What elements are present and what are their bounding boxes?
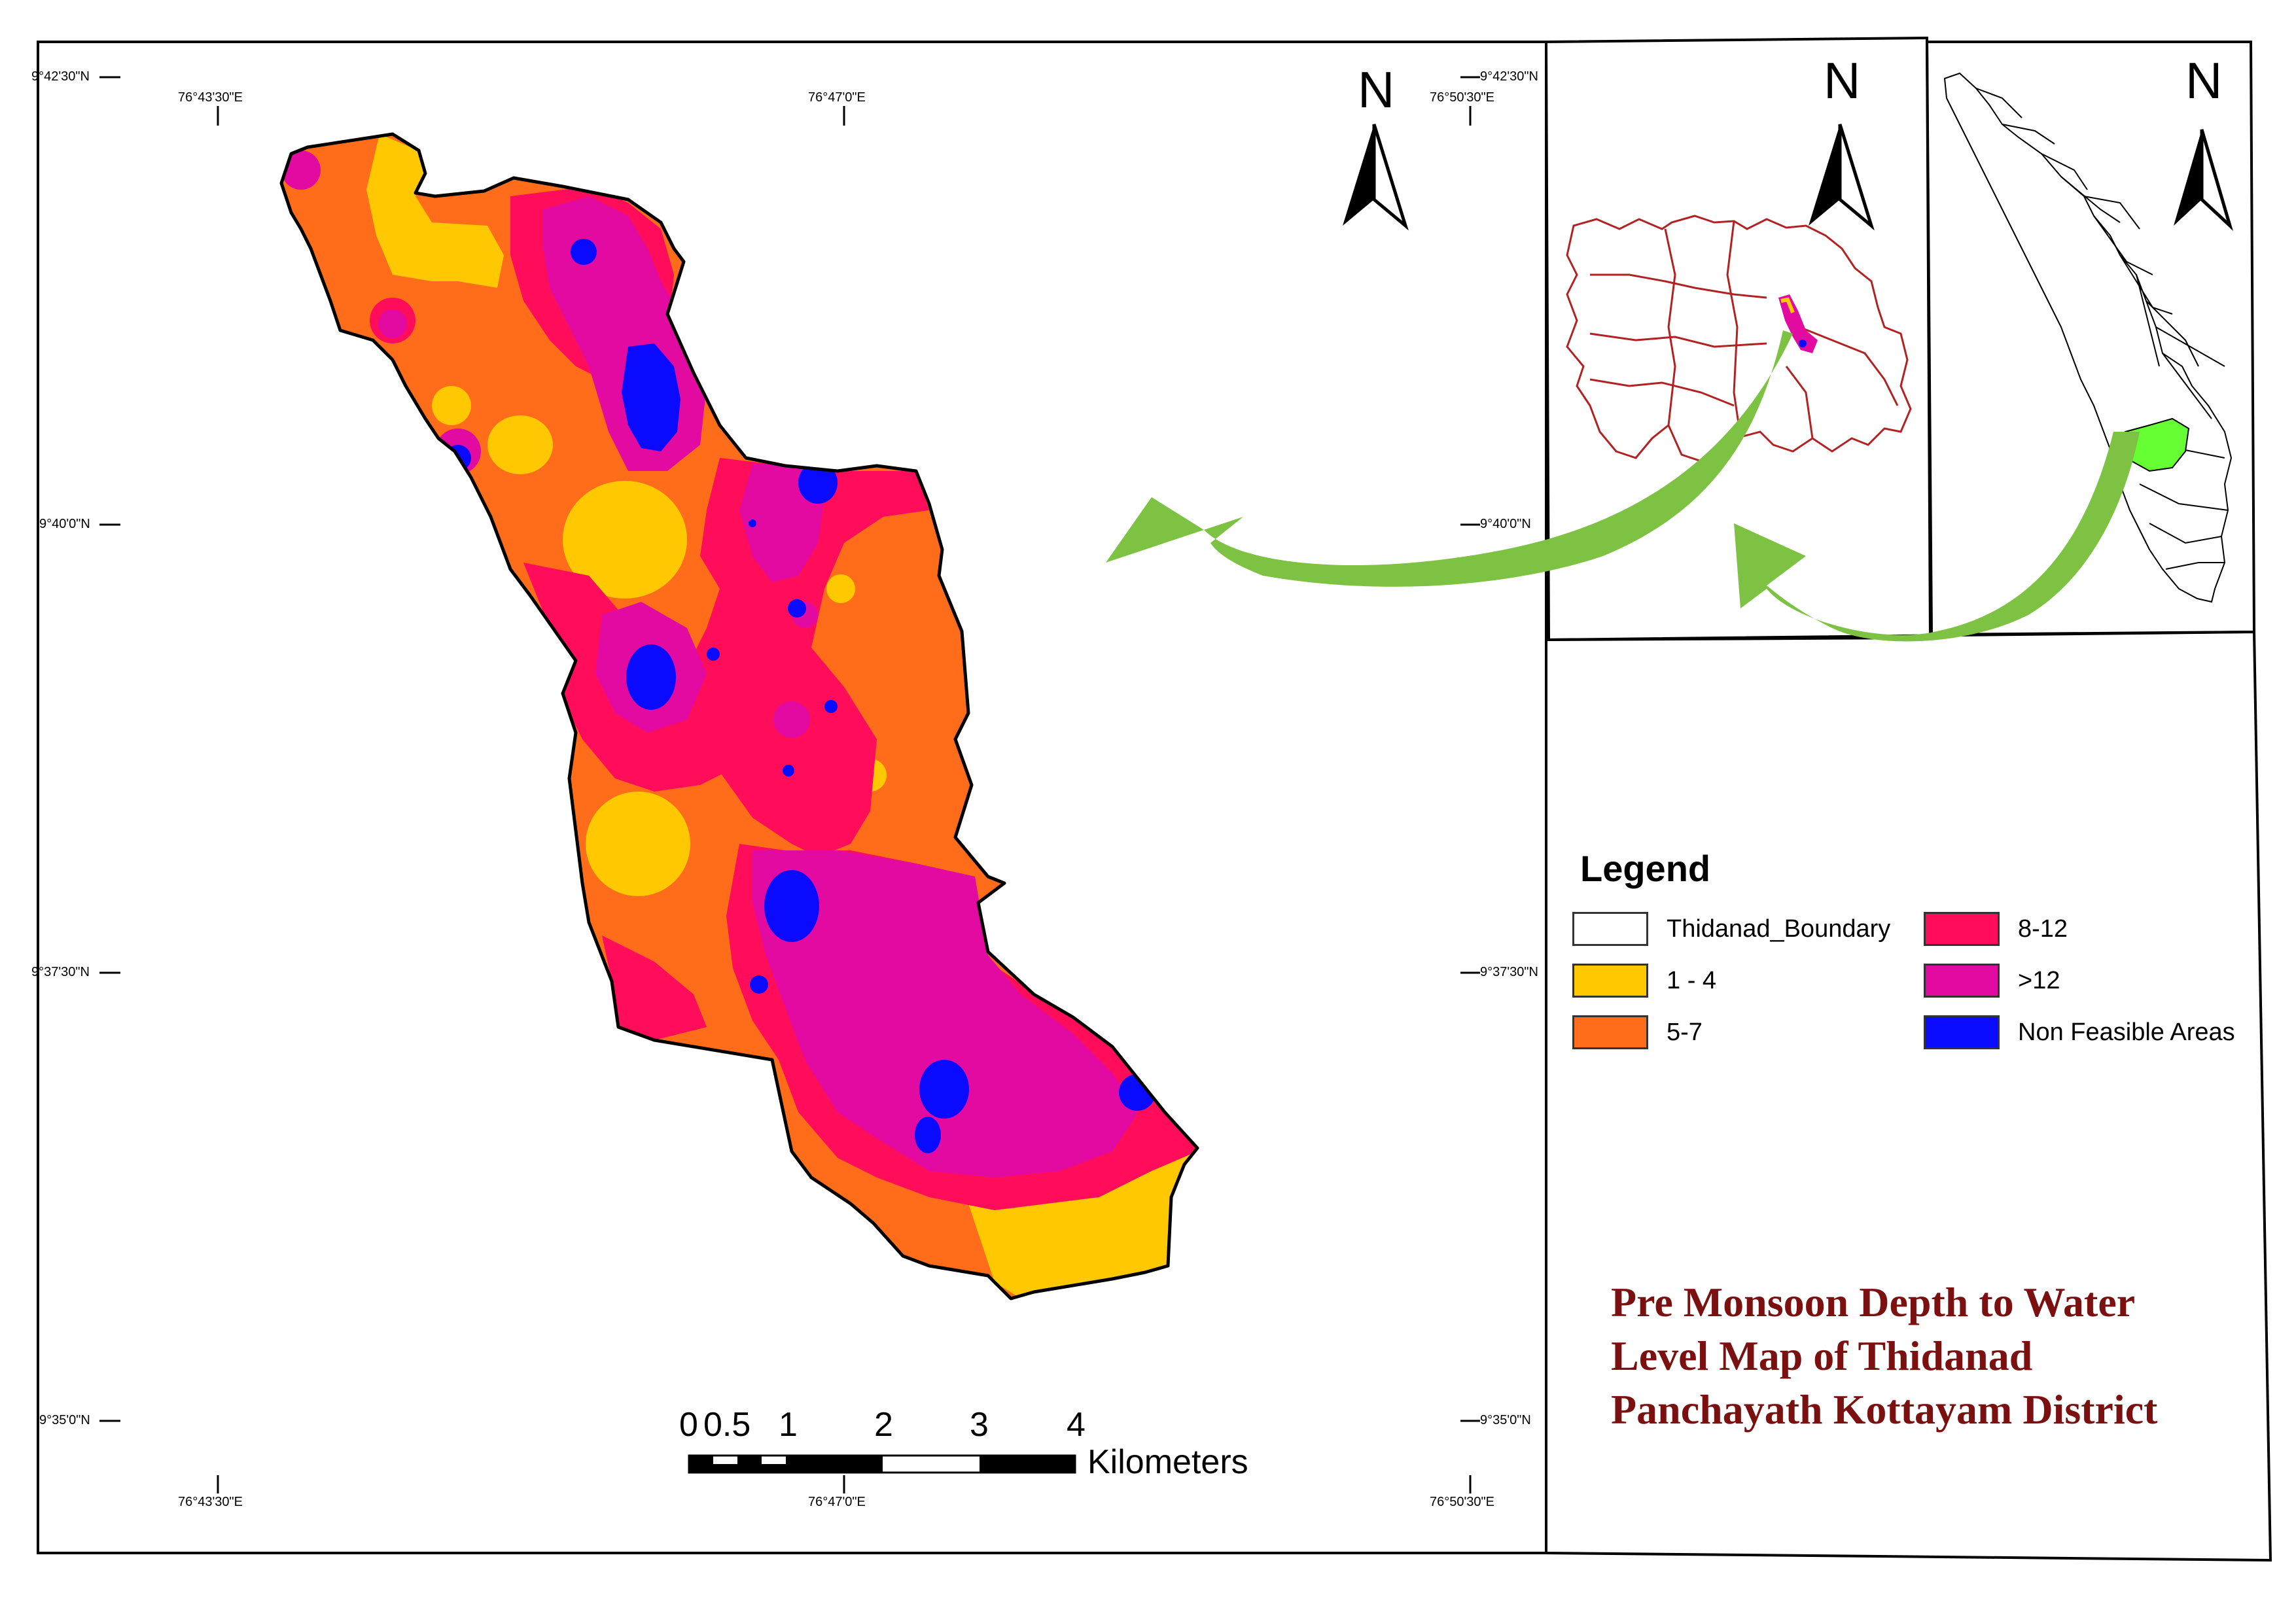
legend-label-gt-12: >12 <box>2018 966 2060 994</box>
legend-swatch-1-4 <box>1572 964 1648 998</box>
lon-label-76-50-30-top: 76°50'30"E <box>1430 90 1494 105</box>
scale-tick-3: 3 <box>970 1406 989 1444</box>
map-title: Pre Monsoon Depth to Water Level Map of … <box>1611 1276 2265 1437</box>
kottayam-highlight <box>2124 417 2190 472</box>
legend-swatch-8-12 <box>1924 912 2000 946</box>
main-north-label: N <box>1358 61 1395 118</box>
graticule-ticks <box>99 76 1480 1493</box>
map-title-line-1: Pre Monsoon Depth to Water <box>1611 1279 2136 1325</box>
non-feasible-areas <box>445 239 1156 1153</box>
map-title-line-2: Level Map of Thidanad <box>1611 1333 2033 1379</box>
legend-title: Legend <box>1580 848 1711 889</box>
map-title-line-3: Panchayath Kottayam District <box>1611 1386 2158 1433</box>
scale-tick-0: 0 <box>679 1406 698 1444</box>
lon-label-76-47-0-top: 76°47'0"E <box>808 90 866 105</box>
legend-label-boundary: Thidanad_Boundary <box>1667 915 1891 943</box>
legend-swatch-boundary <box>1572 912 1648 946</box>
state-north-arrow-icon <box>2174 129 2233 232</box>
district-north-arrow-icon <box>1809 124 1875 231</box>
lat-label-9-40-0-left: 9°40'0"N <box>39 517 90 531</box>
legend-item-boundary: Thidanad_Boundary <box>1572 912 1890 946</box>
lon-label-76-47-0-bottom: 76°47'0"E <box>808 1495 866 1509</box>
lat-label-9-35-0-left: 9°35'0"N <box>39 1413 90 1427</box>
district-to-main-arrow <box>1106 330 1793 587</box>
scale-unit-label: Kilometers <box>1087 1443 1248 1481</box>
legend-swatch-non-feasible <box>1924 1015 2000 1049</box>
lon-label-76-43-30-bottom: 76°43'30"E <box>178 1495 243 1509</box>
lon-label-76-43-30-top: 76°43'30"E <box>178 90 243 105</box>
legend-label-1-4: 1 - 4 <box>1667 966 1717 994</box>
scale-bar <box>688 1454 1076 1474</box>
legend-label-non-feasible: Non Feasible Areas <box>2018 1018 2235 1046</box>
legend-label-5-7: 5-7 <box>1667 1018 1703 1046</box>
state-to-district-arrow <box>1734 432 2140 642</box>
scale-tick-2: 2 <box>874 1406 893 1444</box>
legend-swatch-5-7 <box>1572 1015 1648 1049</box>
state-north-label: N <box>2185 52 2223 109</box>
district-north-label: N <box>1824 52 1861 109</box>
scale-tick-0-5: 0.5 <box>703 1406 751 1444</box>
lat-label-9-42-30-right: 9°42'30"N <box>1480 69 1538 84</box>
legend-label-8-12: 8-12 <box>2018 915 2068 943</box>
main-north-arrow-icon <box>1343 124 1409 231</box>
lat-label-9-37-30-right: 9°37'30"N <box>1480 965 1538 979</box>
lat-label-9-37-30-left: 9°37'30"N <box>31 965 90 979</box>
lat-label-9-35-0-right: 9°35'0"N <box>1480 1413 1531 1427</box>
lat-label-9-42-30-left: 9°42'30"N <box>31 69 90 84</box>
depth-class-surface <box>281 134 1197 1299</box>
lat-label-9-40-0-right: 9°40'0"N <box>1480 517 1531 531</box>
legend-item-gt-12: >12 <box>1924 964 2060 998</box>
legend-item-1-4: 1 - 4 <box>1572 964 1716 998</box>
legend-item-5-7: 5-7 <box>1572 1015 1703 1049</box>
legend-item-8-12: 8-12 <box>1924 912 2068 946</box>
scale-tick-1: 1 <box>779 1406 798 1444</box>
thidanad-location-marker <box>1778 294 1818 353</box>
scale-tick-4: 4 <box>1067 1406 1086 1444</box>
legend-item-non-feasible: Non Feasible Areas <box>1924 1015 2235 1049</box>
legend-swatch-gt-12 <box>1924 964 2000 998</box>
lon-label-76-50-30-bottom: 76°50'30"E <box>1430 1495 1494 1509</box>
thidanad-boundary <box>279 132 1199 1300</box>
kottayam-district-outline <box>1566 215 1912 462</box>
